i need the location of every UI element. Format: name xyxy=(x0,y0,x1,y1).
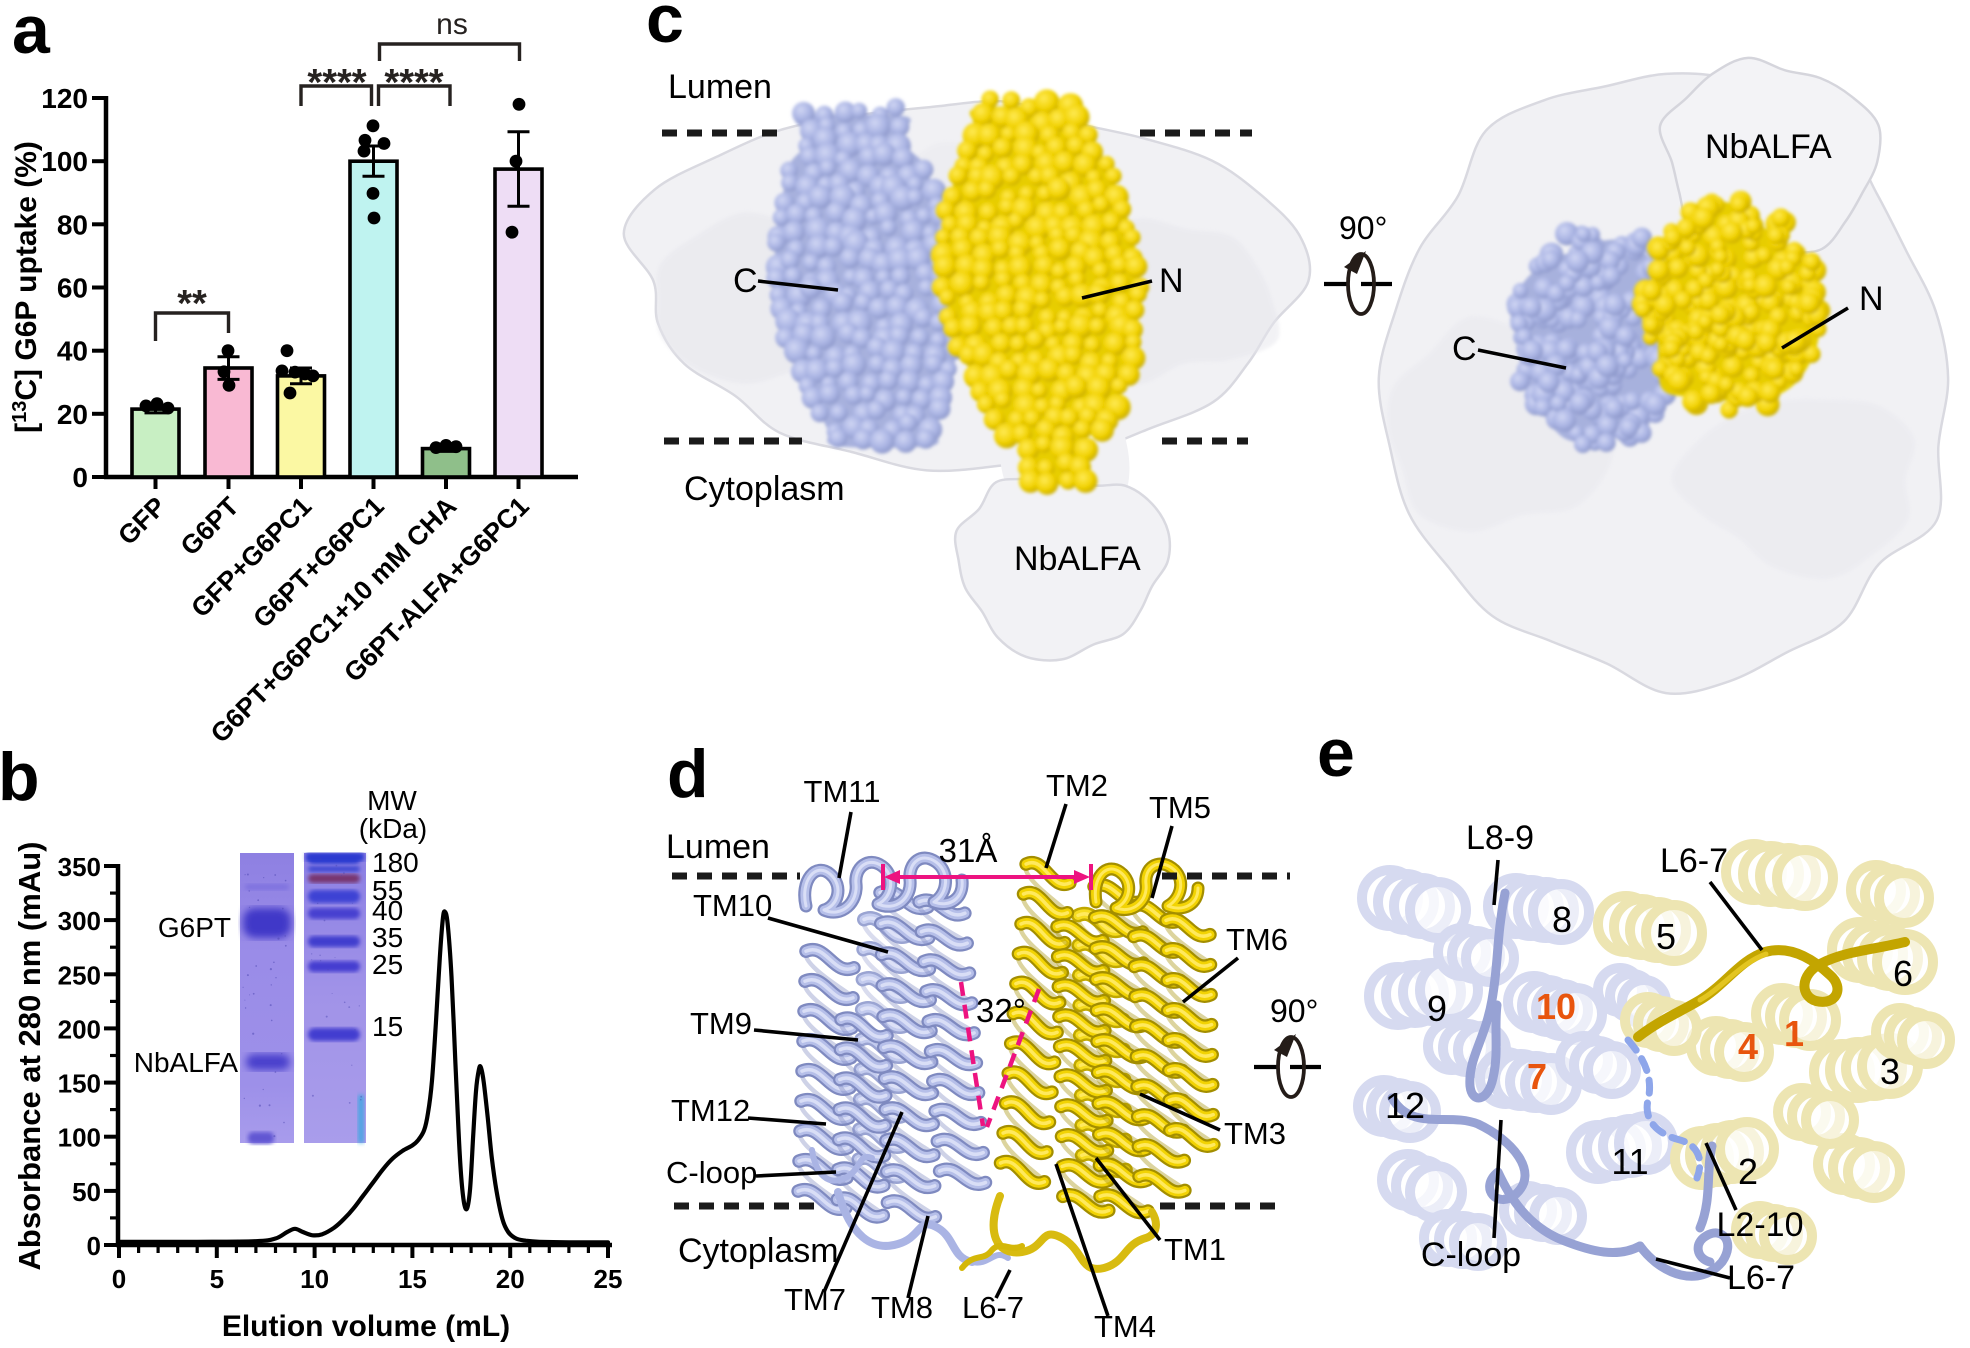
svg-text:60: 60 xyxy=(57,273,88,304)
svg-text:120: 120 xyxy=(41,83,88,114)
svg-text:****: **** xyxy=(384,62,443,104)
svg-text:40: 40 xyxy=(57,336,88,367)
svg-text:8: 8 xyxy=(1552,899,1572,940)
svg-text:TM8: TM8 xyxy=(871,1290,933,1325)
svg-text:N: N xyxy=(1159,262,1184,300)
svg-text:10: 10 xyxy=(300,1264,329,1294)
svg-text:(kDa): (kDa) xyxy=(359,813,427,844)
svg-text:32°: 32° xyxy=(976,992,1026,1029)
svg-text:12: 12 xyxy=(1385,1085,1425,1126)
svg-text:L6-7: L6-7 xyxy=(1660,842,1728,880)
svg-text:C-loop: C-loop xyxy=(1421,1236,1521,1274)
svg-text:ns: ns xyxy=(436,8,468,41)
svg-text:Cytoplasm: Cytoplasm xyxy=(678,1232,839,1270)
svg-text:20: 20 xyxy=(496,1264,525,1294)
svg-text:25: 25 xyxy=(594,1264,623,1294)
svg-text:TM12: TM12 xyxy=(671,1093,750,1128)
svg-text:c: c xyxy=(646,0,684,57)
svg-text:9: 9 xyxy=(1427,988,1447,1029)
svg-text:15: 15 xyxy=(398,1264,427,1294)
svg-text:20: 20 xyxy=(57,399,88,430)
svg-text:G6PT+G6PC1: G6PT+G6PC1 xyxy=(247,491,390,634)
svg-text:[13C] G6P uptake (%): [13C] G6P uptake (%) xyxy=(9,141,43,433)
svg-text:TM9: TM9 xyxy=(690,1006,752,1041)
svg-text:100: 100 xyxy=(58,1123,101,1153)
svg-text:L6-7: L6-7 xyxy=(962,1290,1024,1325)
svg-text:C-loop: C-loop xyxy=(666,1155,757,1190)
svg-text:TM11: TM11 xyxy=(804,774,881,809)
svg-text:G6PT: G6PT xyxy=(158,912,231,943)
svg-text:3: 3 xyxy=(1880,1051,1900,1092)
svg-text:C: C xyxy=(733,262,758,300)
svg-text:31Å: 31Å xyxy=(939,832,998,869)
svg-text:350: 350 xyxy=(58,852,101,882)
svg-text:Cytoplasm: Cytoplasm xyxy=(684,470,845,508)
svg-text:40: 40 xyxy=(372,895,403,926)
svg-text:10: 10 xyxy=(1536,986,1576,1027)
svg-text:**: ** xyxy=(177,283,207,325)
svg-text:0: 0 xyxy=(87,1231,101,1261)
svg-text:TM6: TM6 xyxy=(1226,922,1288,957)
svg-text:35: 35 xyxy=(372,922,403,953)
svg-text:0: 0 xyxy=(72,462,88,493)
svg-text:TM1: TM1 xyxy=(1164,1232,1226,1267)
svg-text:1: 1 xyxy=(1784,1013,1804,1054)
svg-text:GFP: GFP xyxy=(112,491,172,551)
svg-text:6: 6 xyxy=(1893,953,1913,994)
svg-text:7: 7 xyxy=(1527,1056,1547,1097)
svg-text:5: 5 xyxy=(1656,916,1676,957)
svg-text:NbALFA: NbALFA xyxy=(134,1047,239,1078)
svg-text:****: **** xyxy=(307,62,366,104)
svg-text:55: 55 xyxy=(372,875,403,906)
svg-text:Lumen: Lumen xyxy=(666,828,770,866)
svg-text:TM2: TM2 xyxy=(1046,768,1108,803)
svg-text:25: 25 xyxy=(372,949,403,980)
svg-text:G6PT: G6PT xyxy=(175,491,245,561)
svg-text:15: 15 xyxy=(372,1011,403,1042)
svg-text:200: 200 xyxy=(58,1014,101,1044)
svg-text:80: 80 xyxy=(57,209,88,240)
svg-text:11: 11 xyxy=(1611,1141,1648,1182)
svg-text:Elution volume (mL): Elution volume (mL) xyxy=(222,1310,510,1343)
svg-text:TM3: TM3 xyxy=(1224,1116,1286,1151)
svg-text:90°: 90° xyxy=(1339,210,1387,246)
svg-text:L6-7: L6-7 xyxy=(1727,1259,1795,1297)
svg-text:300: 300 xyxy=(58,906,101,936)
svg-text:50: 50 xyxy=(72,1177,101,1207)
svg-text:150: 150 xyxy=(58,1069,101,1099)
svg-text:TM4: TM4 xyxy=(1094,1309,1156,1344)
svg-text:Lumen: Lumen xyxy=(668,68,772,106)
svg-text:TM10: TM10 xyxy=(693,888,772,923)
svg-text:5: 5 xyxy=(210,1264,224,1294)
svg-text:100: 100 xyxy=(41,146,88,177)
svg-text:TM5: TM5 xyxy=(1149,790,1211,825)
svg-text:250: 250 xyxy=(58,960,101,990)
svg-text:N: N xyxy=(1859,280,1884,318)
svg-text:C: C xyxy=(1452,330,1477,368)
svg-text:2: 2 xyxy=(1738,1151,1758,1192)
svg-text:NbALFA: NbALFA xyxy=(1705,128,1832,166)
svg-text:4: 4 xyxy=(1738,1026,1758,1067)
svg-text:90°: 90° xyxy=(1270,993,1318,1029)
svg-text:NbALFA: NbALFA xyxy=(1014,540,1141,578)
svg-text:e: e xyxy=(1317,715,1355,791)
svg-text:L2-10: L2-10 xyxy=(1717,1206,1804,1244)
svg-text:b: b xyxy=(0,739,40,815)
svg-text:Absorbance at 280 nm (mAu): Absorbance at 280 nm (mAu) xyxy=(12,842,47,1271)
svg-text:180: 180 xyxy=(372,847,419,878)
svg-text:L8-9: L8-9 xyxy=(1466,819,1534,857)
svg-text:a: a xyxy=(12,0,51,68)
svg-text:d: d xyxy=(667,736,709,812)
svg-text:MW: MW xyxy=(367,785,417,816)
svg-text:TM7: TM7 xyxy=(784,1282,846,1317)
svg-text:0: 0 xyxy=(112,1264,126,1294)
